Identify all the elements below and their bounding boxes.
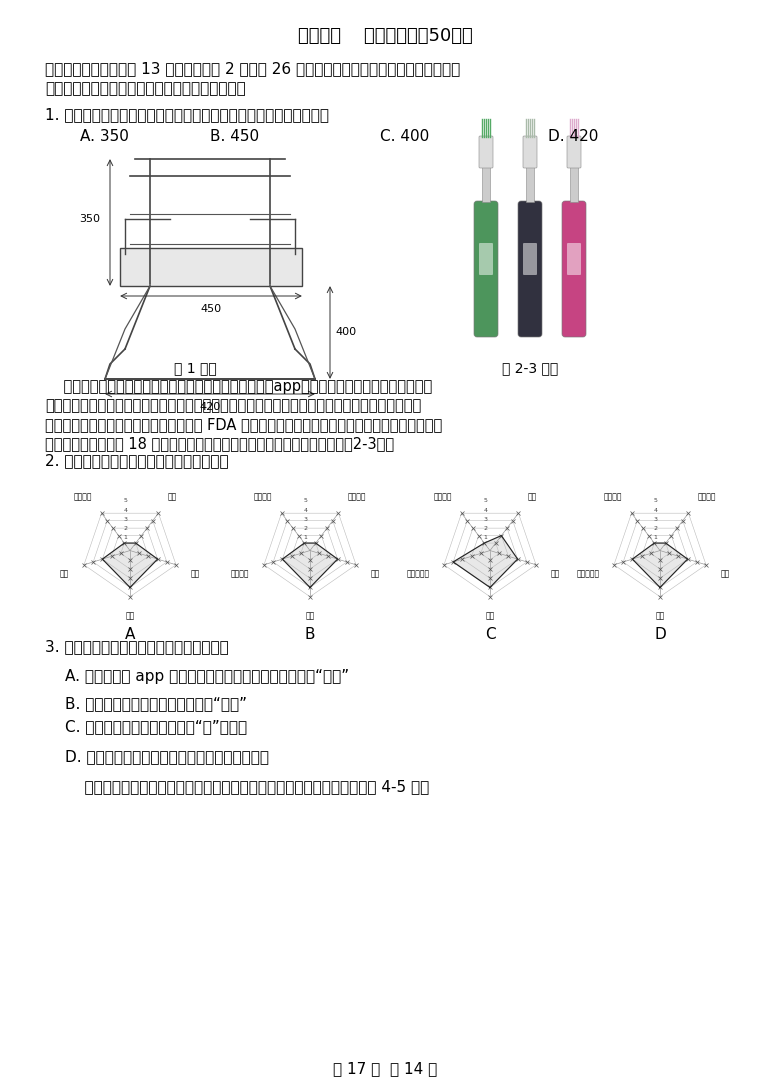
Text: C: C <box>484 626 495 641</box>
FancyBboxPatch shape <box>562 201 586 337</box>
Text: 3: 3 <box>654 517 658 522</box>
Text: 人机关系: 人机关系 <box>434 492 453 501</box>
FancyBboxPatch shape <box>526 167 534 201</box>
FancyBboxPatch shape <box>518 201 542 337</box>
Text: 4: 4 <box>484 507 487 513</box>
Text: 3: 3 <box>123 517 128 522</box>
Text: 1: 1 <box>303 536 307 540</box>
Text: 是符合题目要求的，不选、多选、错选均不得分）: 是符合题目要求的，不选、多选、错选均不得分） <box>45 81 246 96</box>
Text: D. 刷牙模式可以个性化定制体现设计的实用原则: D. 刷牙模式可以个性化定制体现设计的实用原则 <box>65 749 269 764</box>
Text: B. 采用无锈无金属体现人机关系的“健康”: B. 采用无锈无金属体现人机关系的“健康” <box>65 696 247 711</box>
Polygon shape <box>632 543 688 587</box>
Text: 5: 5 <box>124 499 128 503</box>
Polygon shape <box>102 543 158 587</box>
Text: 创新: 创新 <box>655 611 665 621</box>
FancyBboxPatch shape <box>479 136 493 168</box>
Text: 第 1 题图: 第 1 题图 <box>173 360 216 375</box>
Polygon shape <box>454 536 517 587</box>
Text: 1: 1 <box>484 536 487 540</box>
Text: 2: 2 <box>484 526 487 531</box>
Text: 350: 350 <box>79 215 100 224</box>
Text: 2: 2 <box>654 526 658 531</box>
Text: 第 17 页  共 14 页: 第 17 页 共 14 页 <box>333 1061 437 1076</box>
Text: 实用: 实用 <box>370 570 380 578</box>
Text: 4: 4 <box>654 507 658 513</box>
Text: 马达，噪音更低，震感更小。该产品通过 FDA 认证，让用户用的更加放心。无线感应充电，续航能: 马达，噪音更低，震感更小。该产品通过 FDA 认证，让用户用的更加放心。无线感应… <box>45 417 442 432</box>
Text: 420: 420 <box>199 402 221 412</box>
Text: 450: 450 <box>200 304 222 314</box>
Text: C. 全机防水，无惧进水考虑了“物”的因素: C. 全机防水，无惧进水考虑了“物”的因素 <box>65 719 247 734</box>
FancyBboxPatch shape <box>567 243 581 276</box>
Text: 力较好，充一次可用 18 天。全机防水，无惧潮湿进水。根据材料描述，完成2-3题。: 力较好，充一次可用 18 天。全机防水，无惧潮湿进水。根据材料描述，完成2-3题… <box>45 436 394 451</box>
Text: 实用: 实用 <box>191 570 200 578</box>
Text: A. 可以用手机 app 进行刷牙模式的设置体现人机关系的“高效”: A. 可以用手机 app 进行刷牙模式的设置体现人机关系的“高效” <box>65 669 349 684</box>
Text: 2. 下列关于该产品的评价坐标图最合理的是: 2. 下列关于该产品的评价坐标图最合理的是 <box>45 453 229 468</box>
Text: 实用: 实用 <box>551 570 560 578</box>
Text: D: D <box>654 626 666 641</box>
Text: 3: 3 <box>303 517 307 522</box>
Text: 400: 400 <box>335 327 356 337</box>
Text: 经济: 经济 <box>527 492 537 501</box>
Text: 创新: 创新 <box>485 611 494 621</box>
FancyBboxPatch shape <box>570 167 578 201</box>
Text: 1: 1 <box>124 536 128 540</box>
Text: 1: 1 <box>654 536 658 540</box>
Text: 实用: 实用 <box>721 570 730 578</box>
FancyBboxPatch shape <box>474 201 498 337</box>
Text: 5: 5 <box>654 499 658 503</box>
Text: 模式功能，时长与模式都可以自己设置。采用无锈无金属刷头，更加卫生与健康。二代磁悬浮声波: 模式功能，时长与模式都可以自己设置。采用无锈无金属刷头，更加卫生与健康。二代磁悬… <box>45 397 421 413</box>
Text: 技术规范: 技术规范 <box>231 570 249 578</box>
Text: 4: 4 <box>123 507 128 513</box>
Text: 续航能力: 续航能力 <box>698 492 716 501</box>
Text: 人机关系: 人机关系 <box>254 492 273 501</box>
FancyBboxPatch shape <box>479 243 493 276</box>
Text: D. 420: D. 420 <box>548 129 598 144</box>
FancyBboxPatch shape <box>120 248 302 286</box>
Text: 可持续发展: 可持续发展 <box>576 570 599 578</box>
FancyBboxPatch shape <box>482 167 490 201</box>
Text: 3. 下列关于该产品的分析，说法不正确的是: 3. 下列关于该产品的分析，说法不正确的是 <box>45 639 229 654</box>
FancyBboxPatch shape <box>567 136 581 168</box>
Text: 经济: 经济 <box>168 492 177 501</box>
Text: 通用技术实践课上，小明设计了如图所示的安全带卡扣。请根据图样完成 4-5 题。: 通用技术实践课上，小明设计了如图所示的安全带卡扣。请根据图样完成 4-5 题。 <box>65 779 429 794</box>
Text: 创新: 创新 <box>306 611 315 621</box>
Text: 3: 3 <box>484 517 487 522</box>
Text: 2: 2 <box>303 526 307 531</box>
Text: 5: 5 <box>303 499 307 503</box>
Text: 人机关系: 人机关系 <box>604 492 622 501</box>
Text: 如图所示为一款小米智能电动牙刷，该牙刷可以用手机app进行各种设置。具有个性定制洁牙: 如图所示为一款小米智能电动牙刷，该牙刷可以用手机app进行各种设置。具有个性定制… <box>45 379 432 394</box>
Text: 第二部分    通用技术（共50分）: 第二部分 通用技术（共50分） <box>298 27 472 45</box>
Text: 可持续发展: 可持续发展 <box>406 570 429 578</box>
Text: A: A <box>125 626 136 641</box>
Text: C. 400: C. 400 <box>380 129 429 144</box>
Text: 人机关系: 人机关系 <box>74 492 92 501</box>
Text: 第 2-3 题图: 第 2-3 题图 <box>502 360 558 375</box>
Text: 4: 4 <box>303 507 307 513</box>
Text: B. 450: B. 450 <box>210 129 259 144</box>
Text: 美观: 美观 <box>60 570 69 578</box>
Text: B: B <box>305 626 315 641</box>
Polygon shape <box>283 543 337 587</box>
FancyBboxPatch shape <box>523 136 537 168</box>
Text: 1. 如图所示为一款办公座椅，下列尺寸中与动态与静态尺寸无关的是: 1. 如图所示为一款办公座椅，下列尺寸中与动态与静态尺寸无关的是 <box>45 107 329 122</box>
FancyBboxPatch shape <box>523 243 537 276</box>
Text: A. 350: A. 350 <box>80 129 129 144</box>
Text: 2: 2 <box>123 526 128 531</box>
Text: 一、选择题（本大题共 13 小题，每小题 2 分，共 26 分。每小题列出的四个备选项中只有一个: 一、选择题（本大题共 13 小题，每小题 2 分，共 26 分。每小题列出的四个… <box>45 61 460 76</box>
Text: 续航能力: 续航能力 <box>347 492 366 501</box>
Text: 5: 5 <box>484 499 487 503</box>
Text: 创新: 创新 <box>126 611 135 621</box>
